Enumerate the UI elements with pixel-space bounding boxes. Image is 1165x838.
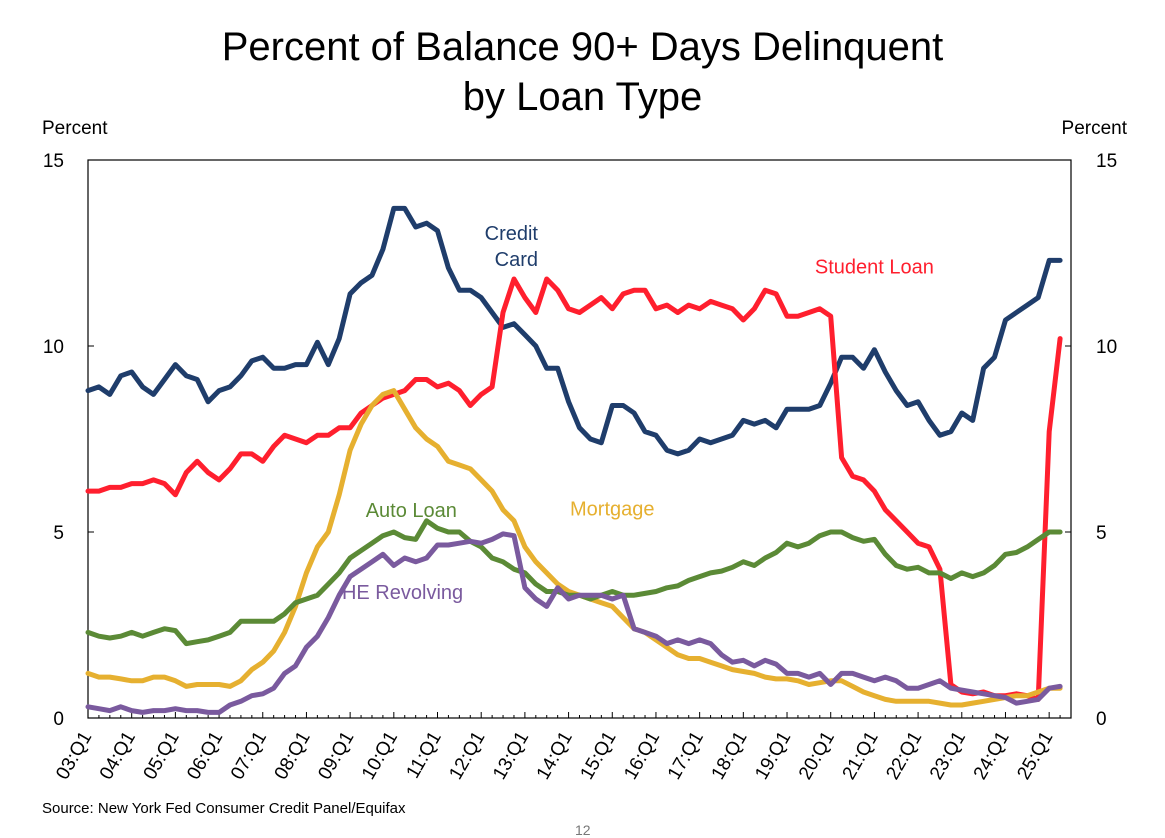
series-label-auto-loan: Auto Loan [366, 500, 457, 522]
chart-title: Percent of Balance 90+ Days Delinquent b… [0, 22, 1165, 122]
x-tick-label: 09:Q1 [314, 728, 358, 783]
x-axis: 03:Q1 04:Q1 05:Q1 06:Q1 07:Q1 08:Q1 09:Q1 10:Q1… [52, 712, 1072, 783]
y-tick-label-right: 5 [1096, 523, 1107, 544]
x-tick-label: 17:Q1 [664, 728, 708, 783]
x-tick-label: 24:Q1 [970, 728, 1014, 783]
series-line-he-revolving [85, 531, 1063, 715]
y-tick-label-left: 0 [53, 709, 64, 730]
y-tick-label-left: 10 [43, 337, 64, 358]
x-tick-label: 16:Q1 [620, 728, 664, 783]
x-tick-label: 07:Q1 [227, 728, 271, 783]
y-tick-label-right: 0 [1096, 709, 1107, 730]
x-tick-label: 25:Q1 [1013, 728, 1057, 783]
series-lines [85, 205, 1063, 715]
x-tick-label: 19:Q1 [751, 728, 795, 783]
y-tick-label-left: 5 [53, 523, 64, 544]
x-tick-label: 10:Q1 [358, 728, 402, 783]
x-tick-label: 12:Q1 [445, 728, 489, 783]
chart-title-line-2: by Loan Type [462, 75, 703, 119]
series-label-credit-card: Credit [485, 223, 539, 245]
page-number: 12 [575, 822, 591, 838]
series-line-mortgage [85, 388, 1063, 708]
plot-area-frame [87, 159, 1072, 719]
x-tick-label: 03:Q1 [52, 728, 96, 783]
chart-title-line-1: Percent of Balance 90+ Days Delinquent [221, 25, 944, 69]
x-tick-label: 23:Q1 [926, 728, 970, 783]
x-tick-label: 20:Q1 [795, 728, 839, 783]
x-tick-label: 13:Q1 [489, 728, 533, 783]
series-label-credit-card: Card [495, 249, 538, 271]
y-tick-label-right: 15 [1096, 151, 1117, 172]
y-tick-label-right: 10 [1096, 337, 1117, 358]
y-axes: 0 0 5 5 10 10 15 15 [43, 151, 1117, 730]
x-tick-label: 04:Q1 [96, 728, 140, 783]
x-tick-label: 05:Q1 [140, 728, 184, 783]
series-label-he-revolving: HE Revolving [342, 582, 463, 604]
x-tick-label: 06:Q1 [183, 728, 227, 783]
series-line-student-loan [85, 276, 1063, 702]
x-tick-label: 11:Q1 [402, 728, 445, 782]
series-line-credit-card [85, 205, 1063, 457]
series-label-student-loan: Student Loan [815, 256, 934, 278]
source-note: Source: New York Fed Consumer Credit Pan… [42, 800, 406, 817]
y-axis-unit-right: Percent [1061, 118, 1127, 139]
x-tick-label: 14:Q1 [533, 728, 577, 783]
y-tick-label-left: 15 [43, 151, 64, 172]
series-labels: Credit Card Student Loan Mortgage Auto Loan H… [342, 223, 934, 604]
x-tick-label: 15:Q1 [577, 728, 621, 783]
x-tick-label: 22:Q1 [882, 728, 926, 783]
x-tick-label: 18:Q1 [708, 728, 752, 783]
x-tick-label: 21:Q1 [839, 728, 883, 783]
series-label-mortgage: Mortgage [570, 498, 655, 520]
y-axis-unit-left: Percent [42, 118, 108, 139]
x-tick-label: 08:Q1 [271, 728, 315, 783]
